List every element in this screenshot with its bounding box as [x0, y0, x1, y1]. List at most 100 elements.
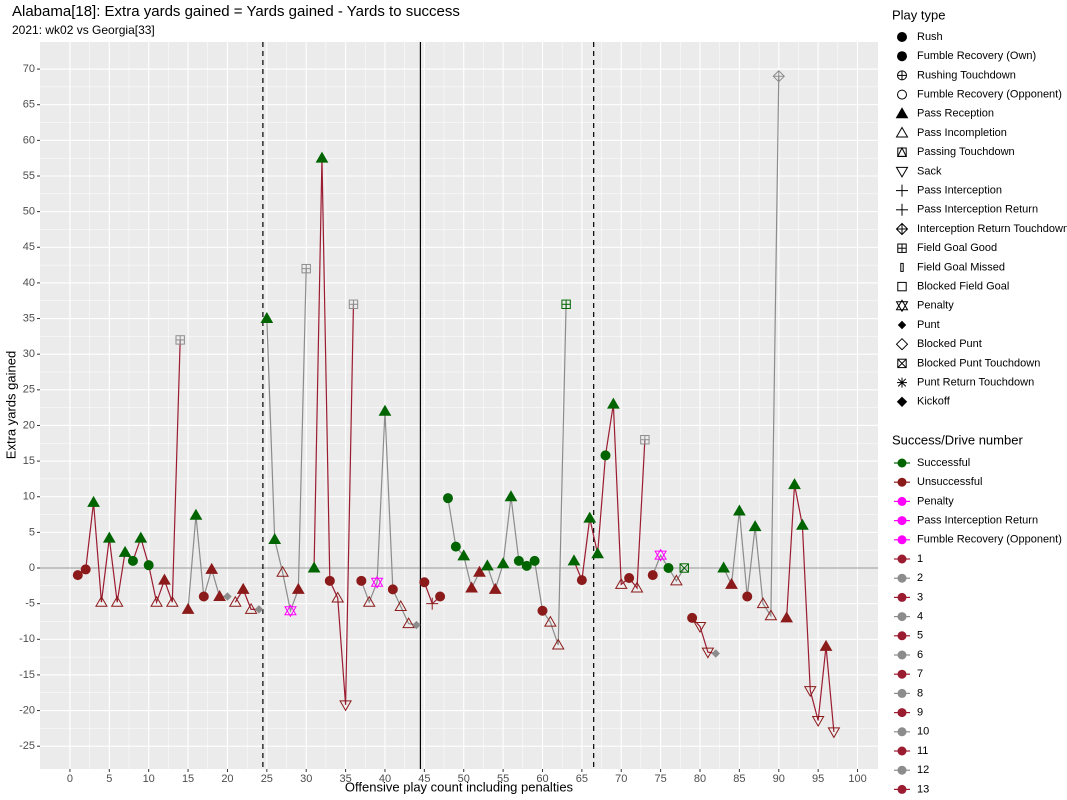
marker-part [811, 716, 825, 728]
x-tick-label: 70 [615, 773, 627, 785]
marker-part [591, 547, 604, 559]
play-point [87, 495, 100, 507]
marker-part [80, 564, 91, 575]
x-tick-label: 35 [339, 773, 351, 785]
legend-label: Sack [917, 165, 942, 177]
play-point [591, 547, 604, 559]
play-point [198, 591, 209, 602]
play-point [693, 621, 707, 633]
play-point [819, 639, 833, 651]
play-point [356, 575, 367, 586]
play-point [473, 565, 486, 577]
marker-part [701, 647, 715, 659]
marker-part [412, 620, 421, 630]
marker-part [900, 262, 904, 272]
y-tick-label: 20 [23, 419, 35, 431]
marker-part [607, 397, 620, 409]
play-point [268, 532, 282, 544]
legend-label: 8 [917, 687, 923, 699]
y-tick-label: 10 [23, 491, 35, 503]
legend-label: Pass Interception [917, 185, 1002, 197]
legend-key [897, 554, 907, 564]
legend-label: 5 [917, 630, 923, 642]
play-point [772, 70, 785, 83]
y-tick-label: 40 [23, 277, 35, 289]
play-point [827, 727, 841, 739]
y-tick-label: 15 [23, 455, 35, 467]
marker-part [268, 532, 282, 544]
marker-part [897, 147, 907, 157]
chart-title: Alabama[18]: Extra yards gained = Yards … [12, 3, 460, 20]
y-tick-label: 65 [23, 99, 35, 111]
legend-title: Play type [892, 7, 945, 22]
play-point [543, 615, 557, 627]
x-tick-label: 40 [379, 773, 391, 785]
legend-label: 2 [917, 572, 923, 584]
marker-part [897, 51, 907, 62]
legend-label: 7 [917, 668, 923, 680]
x-tick-label: 55 [497, 773, 509, 785]
marker-part [600, 450, 611, 461]
marker-part [331, 591, 345, 603]
legend-label: Field Goal Missed [917, 261, 1005, 273]
play-point [670, 574, 683, 586]
legend-label: Penalty [917, 300, 954, 312]
marker-part [895, 301, 909, 313]
legend-key [897, 535, 907, 545]
marker-part [72, 570, 83, 581]
legend-label: Blocked Punt [917, 338, 982, 350]
play-point [284, 604, 297, 618]
play-point [387, 584, 398, 595]
marker-part [465, 581, 478, 593]
marker-part [223, 592, 232, 601]
marker-part [324, 575, 335, 586]
marker-part [679, 563, 689, 573]
play-point [480, 559, 494, 571]
play-point [324, 575, 335, 586]
play-point [504, 490, 518, 502]
y-tick-label: 60 [23, 134, 35, 146]
legend-key [895, 107, 909, 119]
marker-part [480, 559, 494, 571]
play-point [614, 577, 628, 589]
play-point [465, 581, 478, 593]
marker-part [387, 584, 398, 595]
play-point [95, 595, 108, 607]
x-tick-label: 45 [418, 773, 430, 785]
play-point [576, 575, 587, 586]
marker-part [473, 565, 486, 577]
marker-part [647, 570, 658, 581]
play-point [583, 511, 597, 523]
play-point [291, 582, 305, 594]
legend-key [897, 727, 907, 737]
marker-part [567, 554, 581, 566]
play-point [143, 560, 154, 571]
legend-key [897, 573, 907, 583]
legend-key [896, 203, 908, 216]
y-tick-label: 35 [23, 312, 35, 324]
legend-label: 3 [917, 591, 923, 603]
play-point [118, 545, 132, 557]
play-point [394, 599, 408, 611]
play-point [110, 595, 124, 607]
play-point [127, 555, 138, 566]
legend-key [896, 184, 908, 197]
marker-part [529, 555, 540, 566]
y-tick-label: -20 [19, 704, 35, 716]
marker-part [276, 565, 289, 577]
marker-part [895, 337, 909, 351]
play-point [496, 557, 510, 569]
x-tick-label: 100 [848, 773, 866, 785]
play-point [348, 299, 359, 309]
marker-part [102, 531, 116, 543]
marker-part [521, 560, 532, 571]
play-point [339, 700, 352, 712]
play-point [647, 570, 658, 581]
x-tick-label: 80 [694, 773, 706, 785]
x-axis-label: Offensive play count including penalties [345, 779, 574, 794]
marker-part [370, 575, 384, 587]
marker-part [543, 615, 557, 627]
legend-key [897, 746, 907, 756]
play-point [725, 577, 738, 589]
legend-key [895, 166, 909, 178]
